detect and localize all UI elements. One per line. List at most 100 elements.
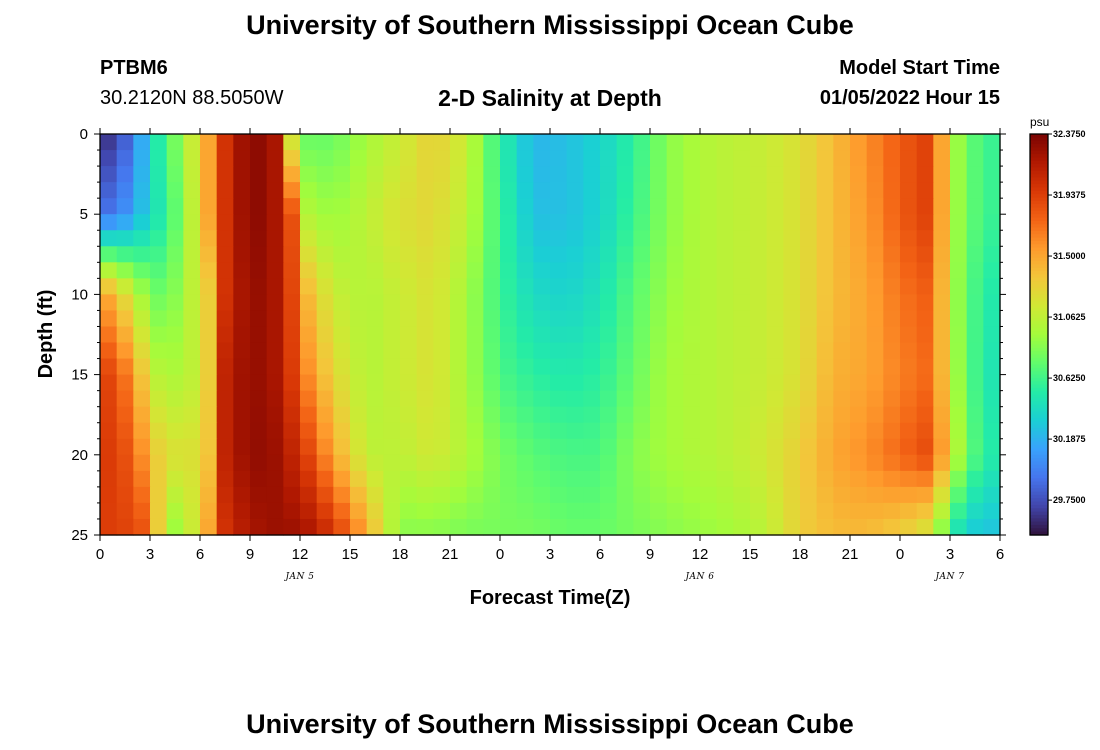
heatmap-cell <box>550 518 568 536</box>
heatmap-cell <box>500 214 518 231</box>
heatmap-cell <box>483 134 501 151</box>
heatmap-cell <box>866 438 884 456</box>
heatmap-cell <box>266 230 284 247</box>
heatmap-cell <box>250 262 268 279</box>
heatmap-cell <box>766 182 784 199</box>
heatmap-cell <box>250 422 268 440</box>
heatmap-cell <box>133 134 151 151</box>
heatmap-cell <box>433 438 451 456</box>
heatmap-cell <box>433 134 451 151</box>
heatmap-cell <box>683 374 701 392</box>
heatmap-cell <box>100 278 118 295</box>
heatmap-cell <box>600 214 618 231</box>
heatmap-cell <box>933 438 951 456</box>
heatmap-cell <box>416 422 434 440</box>
colorbar-swatch <box>1030 317 1048 322</box>
heatmap-cell <box>116 438 134 456</box>
heatmap-cell <box>816 454 834 472</box>
heatmap-cell <box>150 518 168 536</box>
heatmap-cell <box>950 246 968 263</box>
heatmap-cell <box>383 470 401 488</box>
heatmap-cell <box>733 230 751 247</box>
heatmap-cell <box>300 134 318 151</box>
x-tick-label: 3 <box>546 546 554 563</box>
heatmap-cell <box>533 342 551 360</box>
heatmap-cell <box>700 278 718 295</box>
heatmap-cell <box>300 390 318 408</box>
heatmap-cell <box>716 374 734 392</box>
heatmap-cell <box>433 214 451 231</box>
heatmap-cell <box>216 438 234 456</box>
heatmap-cell <box>533 470 551 488</box>
colorbar-swatch <box>1030 438 1048 443</box>
heatmap-cell <box>516 310 534 328</box>
heatmap-cell <box>166 358 184 376</box>
heatmap-cell <box>366 422 384 440</box>
heatmap-cell <box>883 182 901 199</box>
heatmap-cell <box>733 374 751 392</box>
heatmap-cell <box>633 374 651 392</box>
heatmap-cell <box>550 326 568 344</box>
heatmap-cell <box>650 470 668 488</box>
heatmap-cell <box>966 454 984 472</box>
heatmap-cell <box>466 406 484 424</box>
heatmap-cell <box>800 406 818 424</box>
heatmap-cell <box>633 470 651 488</box>
heatmap-cell <box>483 518 501 536</box>
heatmap-cell <box>733 358 751 376</box>
heatmap-cell <box>233 198 251 215</box>
heatmap-cell <box>600 198 618 215</box>
heatmap-cell <box>233 150 251 167</box>
heatmap-cell <box>933 166 951 183</box>
heatmap-cell <box>316 150 334 167</box>
heatmap-cell <box>633 166 651 183</box>
heatmap-cell <box>133 262 151 279</box>
heatmap-cell <box>916 374 934 392</box>
heatmap-cell <box>316 310 334 328</box>
heatmap-cell <box>666 438 684 456</box>
heatmap-cell <box>683 246 701 263</box>
heatmap-cell <box>500 406 518 424</box>
heatmap-cell <box>150 454 168 472</box>
heatmap-cell <box>516 182 534 199</box>
heatmap-cell <box>350 454 368 472</box>
heatmap-cell <box>783 310 801 328</box>
heatmap-cell <box>750 294 768 312</box>
heatmap-cell <box>783 342 801 360</box>
heatmap-cell <box>733 134 751 151</box>
heatmap-cell <box>250 198 268 215</box>
heatmap-cell <box>200 310 218 328</box>
heatmap-cell <box>866 406 884 424</box>
heatmap-cell <box>500 454 518 472</box>
heatmap-cell <box>450 310 468 328</box>
heatmap-cell <box>400 454 418 472</box>
heatmap-cell <box>700 246 718 263</box>
x-tick-label: 9 <box>246 546 254 563</box>
heatmap-cell <box>816 470 834 488</box>
colorbar-swatch <box>1030 361 1048 366</box>
heatmap-cell <box>583 454 601 472</box>
heatmap-cell <box>466 342 484 360</box>
heatmap-cell <box>366 294 384 312</box>
heatmap-cell <box>850 406 868 424</box>
heatmap-cell <box>283 406 301 424</box>
heatmap-cell <box>833 134 851 151</box>
heatmap-cell <box>616 246 634 263</box>
heatmap-cell <box>133 374 151 392</box>
heatmap-cell <box>216 518 234 536</box>
heatmap-cell <box>516 262 534 279</box>
colorbar-swatch <box>1030 214 1048 219</box>
heatmap-cell <box>233 310 251 328</box>
heatmap-cell <box>583 406 601 424</box>
heatmap-cell <box>983 486 1001 504</box>
heatmap-cell <box>166 342 184 360</box>
colorbar-swatch <box>1030 391 1048 396</box>
heatmap-cell <box>433 310 451 328</box>
heatmap-cell <box>666 326 684 344</box>
heatmap-cell <box>783 438 801 456</box>
heatmap-cell <box>716 198 734 215</box>
heatmap-cell <box>216 214 234 231</box>
heatmap-cell <box>683 454 701 472</box>
heatmap-cell <box>683 390 701 408</box>
heatmap-cell <box>983 310 1001 328</box>
